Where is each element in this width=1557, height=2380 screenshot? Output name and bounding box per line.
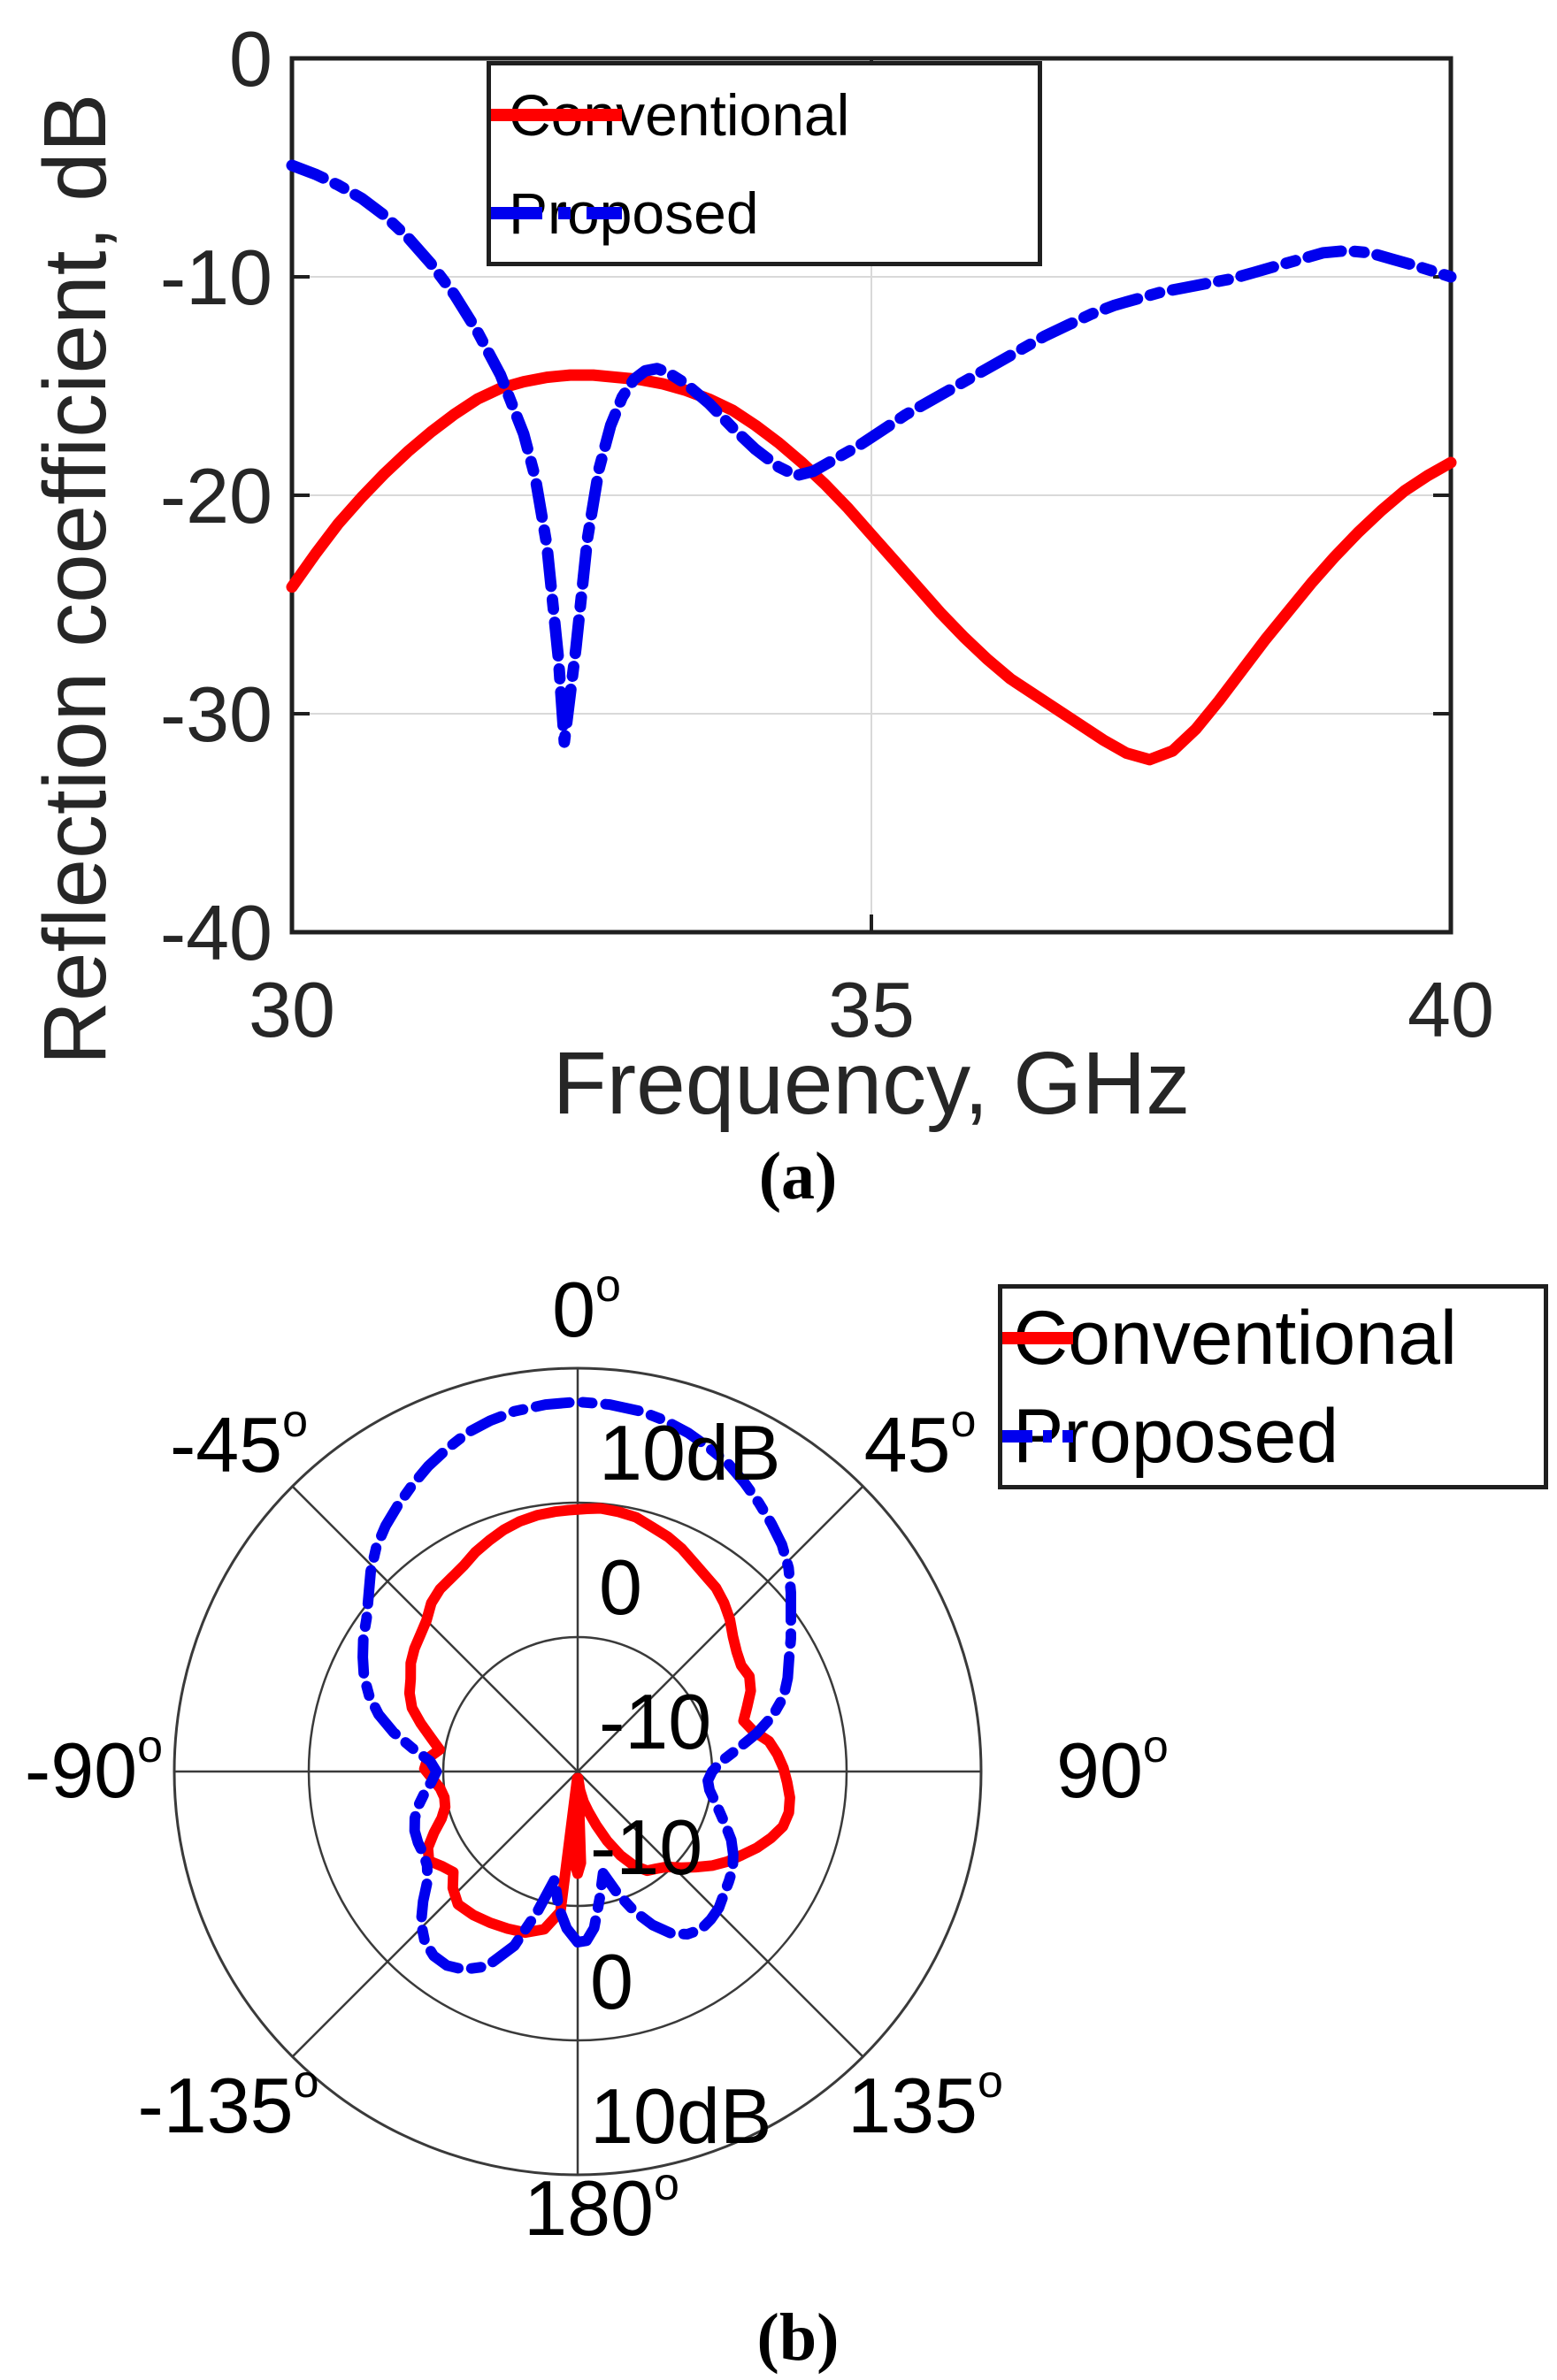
y-tick-label: -20: [160, 452, 272, 540]
angle-label: 90o: [1056, 1721, 1169, 1814]
legend-item-proposed: Proposed: [491, 184, 1038, 242]
conventional-line-swatch: [491, 108, 622, 121]
legend-item-proposed: Proposed: [1002, 1398, 1544, 1474]
angle-label: 180o: [524, 2159, 679, 2252]
polar-spoke: [291, 1485, 864, 2058]
radiation-pattern-chart: 0o 45o 90o 135o 180o -135o -90o -45o 10dB 0 -10 10d…: [25, 1260, 1169, 2252]
y-axis-label: Reflection coefficient, dB: [26, 93, 125, 1066]
legend-label-conventional: Conventional: [1013, 1295, 1458, 1381]
proposed-curve: [286, 159, 1457, 748]
radial-label-top: -10: [599, 1678, 711, 1765]
legend-label-proposed: Proposed: [509, 180, 759, 246]
caption-a: (a): [758, 1139, 838, 1213]
proposed-line-swatch: [491, 206, 622, 219]
angle-label: -45o: [170, 1396, 308, 1488]
conventional-line-swatch: [1002, 1331, 1073, 1344]
radial-label-bottom: -10: [590, 1803, 702, 1891]
angle-label: 135o: [848, 2056, 1003, 2149]
legend-item-conventional: Conventional: [1002, 1300, 1544, 1376]
reflection-chart: 30 35 40 0 -10 -20 -30 -40: [160, 15, 1494, 1053]
x-tick-label: 30: [249, 966, 335, 1053]
x-tick-label: 40: [1407, 966, 1494, 1053]
legend-chart-b: Conventional Proposed: [998, 1284, 1548, 1489]
conventional-pattern-curve: [403, 1503, 795, 1939]
radial-label-top: 0: [599, 1543, 642, 1631]
legend-item-conventional: Conventional: [491, 86, 1038, 144]
angle-label: 0o: [552, 1260, 621, 1353]
angle-label: 45o: [864, 1396, 977, 1488]
proposed-pattern-curve: [357, 1397, 796, 1975]
legend-chart-a: Conventional Proposed: [487, 61, 1042, 266]
y-tick-label: -10: [160, 233, 272, 321]
x-tick-label: 35: [828, 966, 915, 1053]
proposed-line-swatch: [1002, 1429, 1073, 1443]
conventional-curve: [286, 369, 1457, 766]
x-axis-label: Frequency, GHz: [552, 1034, 1191, 1133]
radial-label-bottom: 0: [590, 1938, 633, 2025]
angle-label: -90o: [25, 1721, 163, 1814]
y-tick-label: -30: [160, 670, 272, 758]
y-tick-label: -40: [160, 889, 272, 976]
radial-label-bottom: 10dB: [590, 2072, 772, 2160]
angle-label: -135o: [137, 2056, 318, 2149]
caption-b: (b): [756, 2300, 840, 2375]
y-tick-label: 0: [229, 15, 272, 103]
radial-label-top: 10dB: [599, 1409, 781, 1496]
